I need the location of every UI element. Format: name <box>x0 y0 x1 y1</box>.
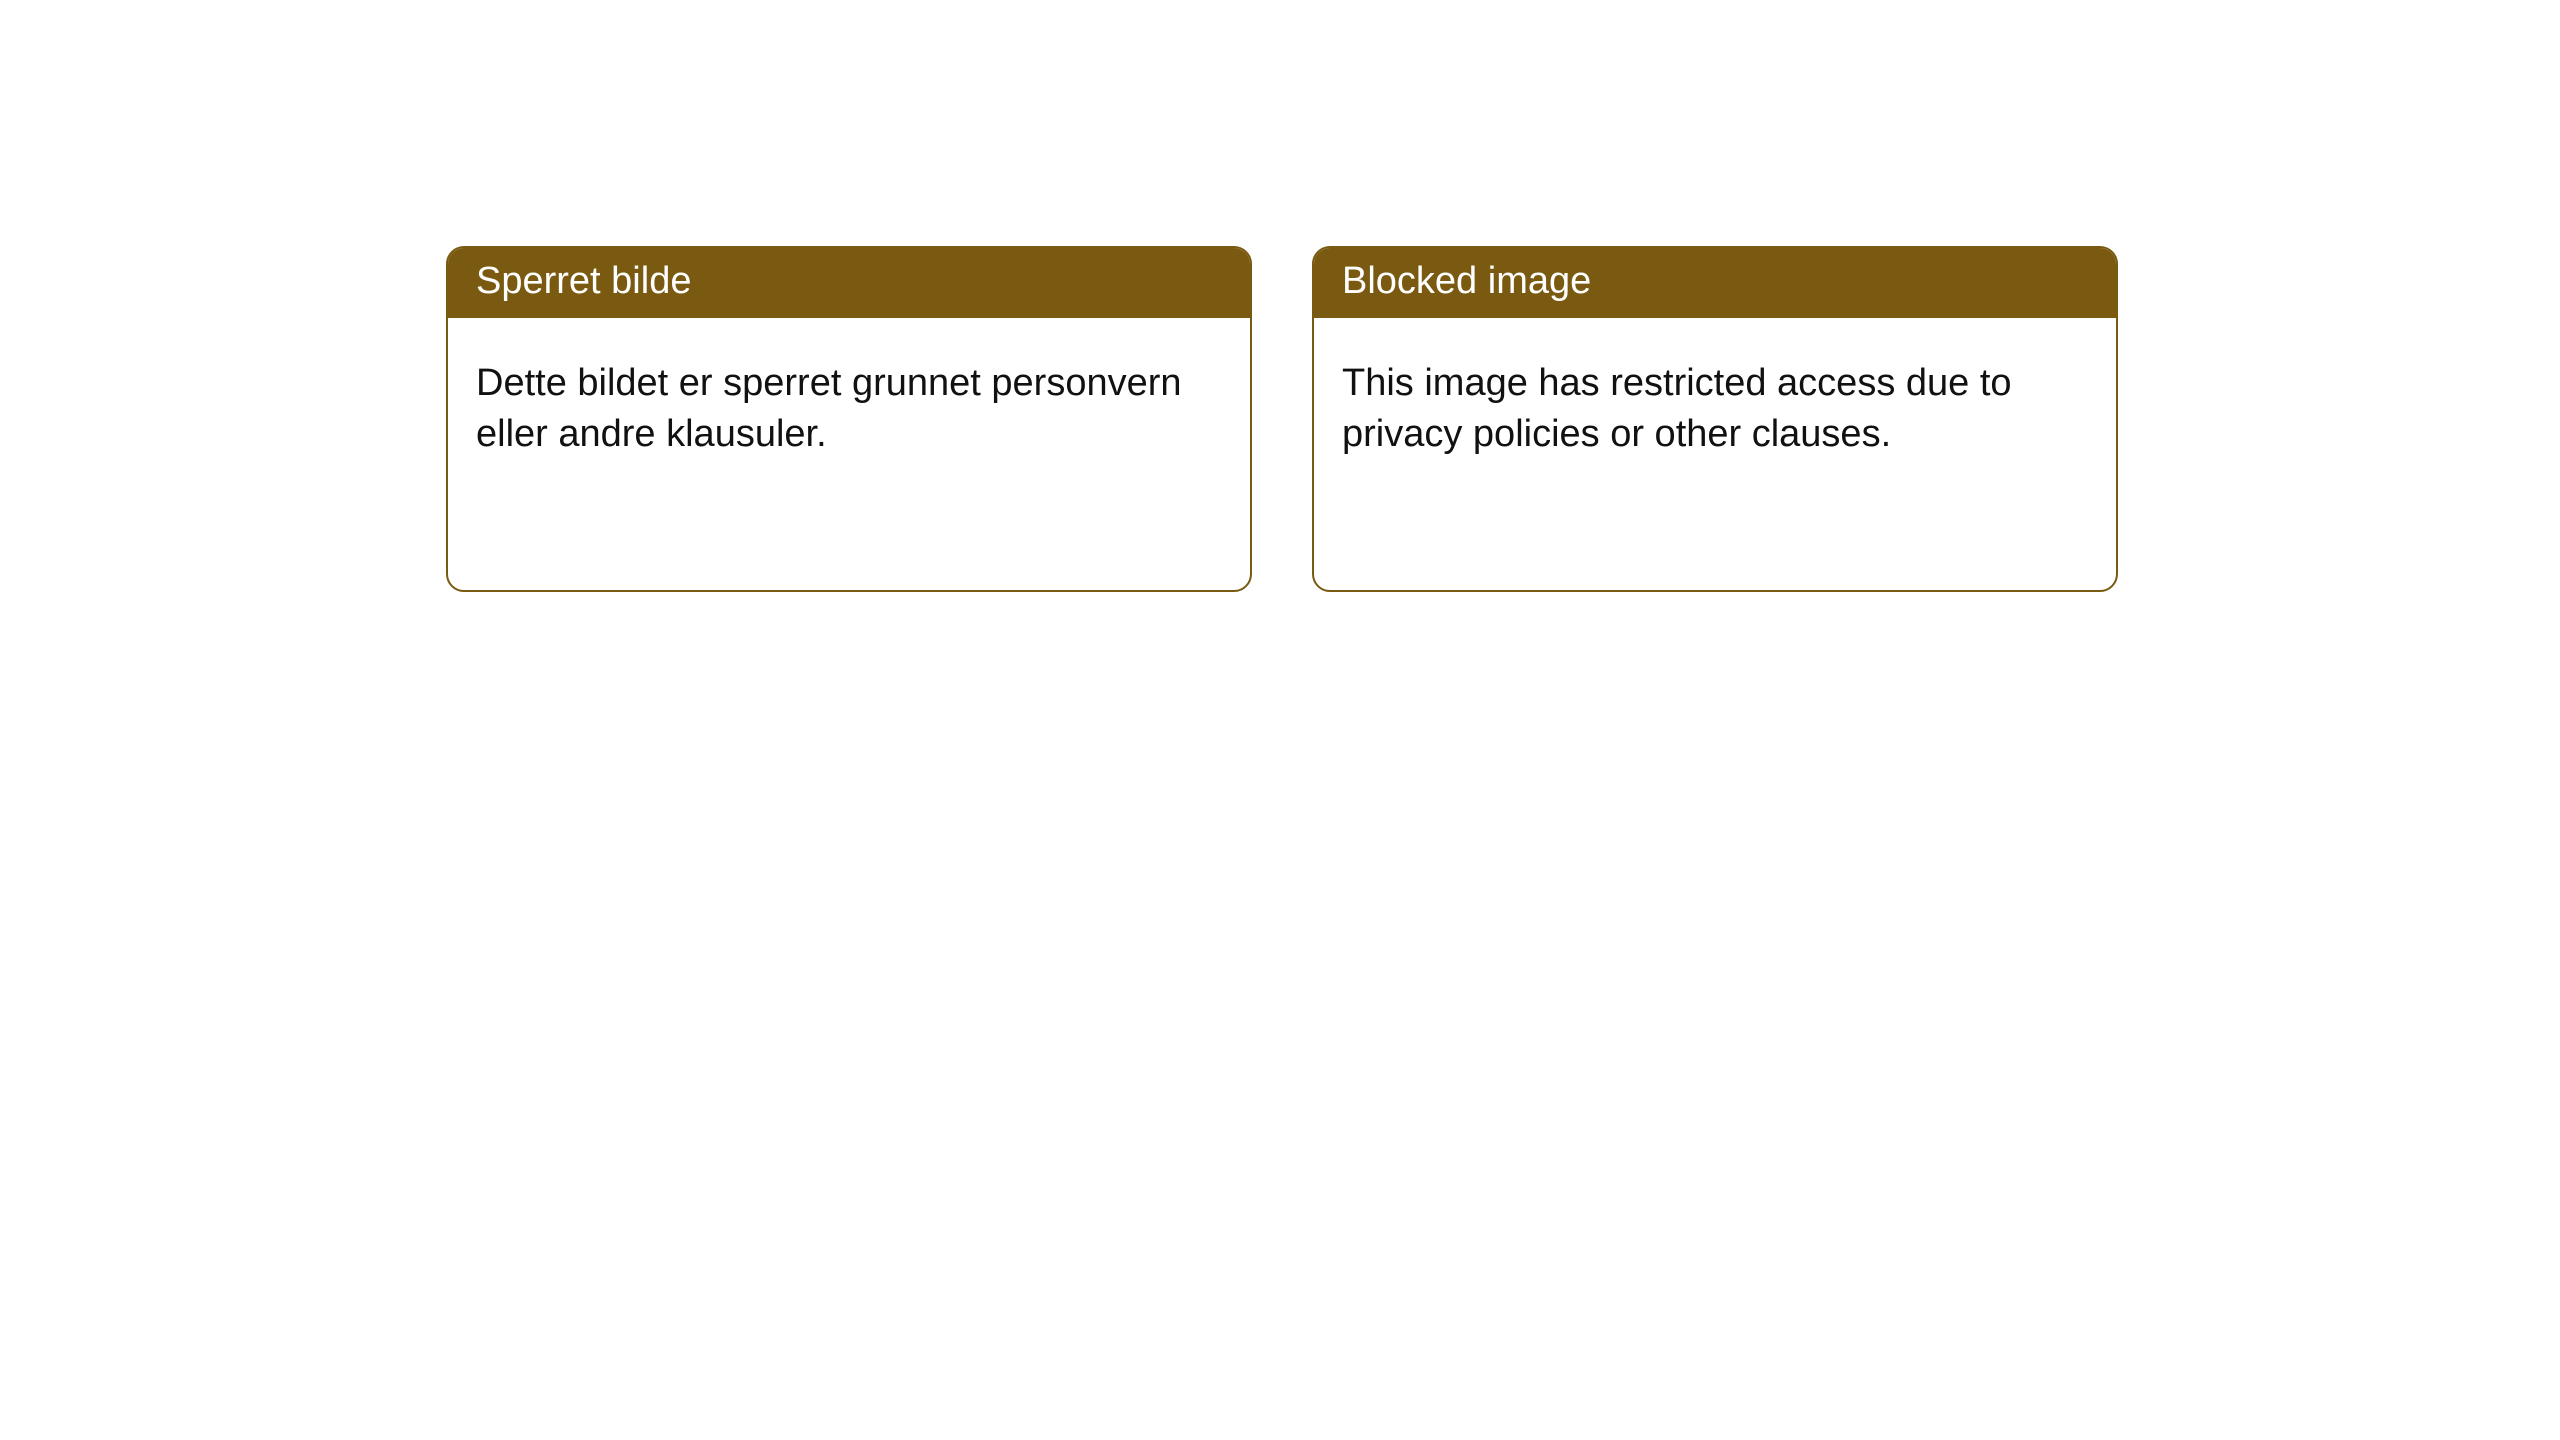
card-header: Sperret bilde <box>448 248 1250 318</box>
card-header: Blocked image <box>1314 248 2116 318</box>
card-title: Sperret bilde <box>476 260 691 302</box>
notice-row: Sperret bilde Dette bildet er sperret gr… <box>0 0 2560 592</box>
card-body: Dette bildet er sperret grunnet personve… <box>448 318 1250 590</box>
card-message: This image has restricted access due to … <box>1342 358 2062 461</box>
blocked-image-card-english: Blocked image This image has restricted … <box>1312 246 2118 592</box>
card-body: This image has restricted access due to … <box>1314 318 2116 590</box>
card-title: Blocked image <box>1342 260 1591 302</box>
card-message: Dette bildet er sperret grunnet personve… <box>476 358 1196 461</box>
blocked-image-card-norwegian: Sperret bilde Dette bildet er sperret gr… <box>446 246 1252 592</box>
